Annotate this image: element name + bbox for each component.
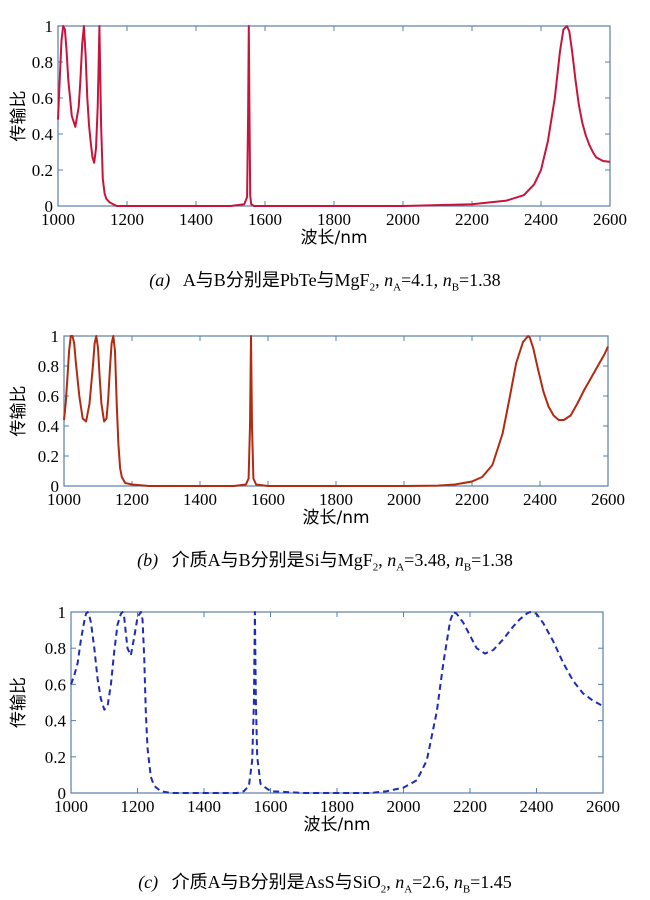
y-tick-label: 1 <box>45 17 54 36</box>
y-tick-label: 0.8 <box>45 639 66 658</box>
x-tick-label: 2000 <box>387 797 421 816</box>
caption-b-sub: 2 <box>372 561 379 574</box>
series-line-a <box>57 25 611 207</box>
x-tick-label: 2200 <box>455 490 489 509</box>
caption-b-nb-var: n <box>454 550 464 570</box>
plot-frame-b <box>63 335 609 487</box>
y-tick-label: 0.4 <box>45 712 67 731</box>
caption-c-comma: , <box>386 872 391 892</box>
caption-b-label: (b) <box>137 550 159 570</box>
caption-c-sub: 2 <box>380 883 387 896</box>
caption-c-text: 介质A与B分别是AsS与SiO <box>171 872 381 892</box>
y-axis-label: 传输比 <box>9 91 29 142</box>
caption-a: (a) A与B分别是PbTe与MgF2, nA=4.1, nB=1.38 <box>0 266 650 294</box>
caption-a-na-var: n <box>384 270 394 290</box>
x-tick-label: 2600 <box>586 797 620 816</box>
x-tick-label: 2000 <box>387 490 421 509</box>
caption-a-nb-val: =1.38 <box>459 270 501 290</box>
caption-c-nb-var: n <box>453 872 463 892</box>
x-tick-label: 1000 <box>41 210 75 229</box>
y-tick-label: 0.6 <box>38 387 59 406</box>
y-tick-label: 0.6 <box>32 89 53 108</box>
y-tick-label: 1 <box>58 603 67 622</box>
x-tick-label: 1800 <box>320 797 354 816</box>
caption-a-comma: , <box>375 270 380 290</box>
x-tick-label: 1600 <box>248 210 282 229</box>
y-tick-label: 0.2 <box>45 748 66 767</box>
caption-b: (b) 介质A与B分别是Si与MgF2, nA=3.48, nB=1.38 <box>0 546 650 574</box>
x-tick-label: 2600 <box>591 490 625 509</box>
x-tick-label: 1200 <box>115 490 149 509</box>
caption-c-nb-val: =1.45 <box>470 872 512 892</box>
y-tick-label: 0.8 <box>38 357 59 376</box>
y-tick-label: 0.2 <box>38 447 59 466</box>
x-tick-label: 1400 <box>187 797 221 816</box>
chart-panel-c: 1000 1200 1400 1600 1800 2000 2200 2400 2600 0 0.2… <box>9 603 620 835</box>
y-tick-label: 0.4 <box>38 417 60 436</box>
x-tick-label: 1400 <box>183 490 217 509</box>
y-axis-label: 传输比 <box>9 386 29 437</box>
caption-a-label: (a) <box>149 270 171 290</box>
caption-b-na-val: =3.48, <box>404 550 451 570</box>
x-axis-label: 波长/nm <box>302 508 369 528</box>
x-tick-label: 1000 <box>54 797 88 816</box>
x-tick-label: 2400 <box>520 797 554 816</box>
x-tick-label: 1400 <box>179 210 213 229</box>
y-tick-label: 0.2 <box>32 161 53 180</box>
caption-a-na-val: =4.1, <box>401 270 439 290</box>
y-tick-label: 0.4 <box>32 125 54 144</box>
caption-b-nb-sub: B <box>463 561 472 574</box>
x-tick-label: 2400 <box>523 490 557 509</box>
y-tick-label: 0 <box>51 477 60 496</box>
x-tick-label: 1600 <box>251 490 285 509</box>
x-axis-label: 波长/nm <box>303 815 370 835</box>
x-tick-label: 1200 <box>110 210 144 229</box>
y-tick-label: 0.6 <box>45 675 66 694</box>
x-tick-label: 2200 <box>455 210 489 229</box>
plot-frame-a <box>57 25 611 207</box>
y-axis-label: 传输比 <box>9 677 29 728</box>
x-tick-label: 2200 <box>453 797 487 816</box>
caption-c-label: (c) <box>138 872 159 892</box>
x-tick-label: 2000 <box>386 210 420 229</box>
x-tick-label: 2400 <box>524 210 558 229</box>
caption-c: (c) 介质A与B分别是AsS与SiO2, nA=2.6, nB=1.45 <box>0 868 650 896</box>
caption-a-nb-sub: B <box>451 281 460 294</box>
caption-b-nb-val: =1.38 <box>471 550 513 570</box>
caption-c-na-sub: A <box>404 883 413 896</box>
y-tick-label: 0.8 <box>32 53 53 72</box>
x-tick-label: 1600 <box>254 797 288 816</box>
caption-b-na-var: n <box>387 550 397 570</box>
x-axis-label: 波长/nm <box>300 228 367 248</box>
series-line-b <box>63 335 609 487</box>
caption-a-nb-var: n <box>442 270 452 290</box>
plot-frame-c <box>70 611 604 794</box>
y-tick-label: 1 <box>51 327 60 346</box>
caption-c-na-val: =2.6, <box>412 872 450 892</box>
caption-a-sub: 2 <box>369 281 376 294</box>
caption-c-nb-sub: B <box>462 883 471 896</box>
chart-panel-a: 1000 1200 1400 1600 1800 2000 2200 2400 2600 0 0.2… <box>9 17 627 248</box>
caption-b-na-sub: A <box>396 561 405 574</box>
series-line-c <box>70 611 604 794</box>
caption-a-text: A与B分别是PbTe与MgF <box>182 270 370 290</box>
x-tick-label: 1800 <box>317 210 351 229</box>
caption-b-comma: , <box>378 550 383 570</box>
caption-a-na-sub: A <box>393 281 402 294</box>
y-tick-label: 0 <box>58 784 67 803</box>
x-tick-label: 1200 <box>121 797 155 816</box>
caption-b-text: 介质A与B分别是Si与MgF <box>171 550 373 570</box>
x-tick-label: 1000 <box>47 490 81 509</box>
y-tick-label: 0 <box>45 197 54 216</box>
chart-panel-b: 1000 1200 1400 1600 1800 2000 2200 2400 2600 0 0.2… <box>9 327 625 528</box>
x-tick-label: 1800 <box>319 490 353 509</box>
caption-c-na-var: n <box>395 872 405 892</box>
x-tick-label: 2600 <box>593 210 627 229</box>
